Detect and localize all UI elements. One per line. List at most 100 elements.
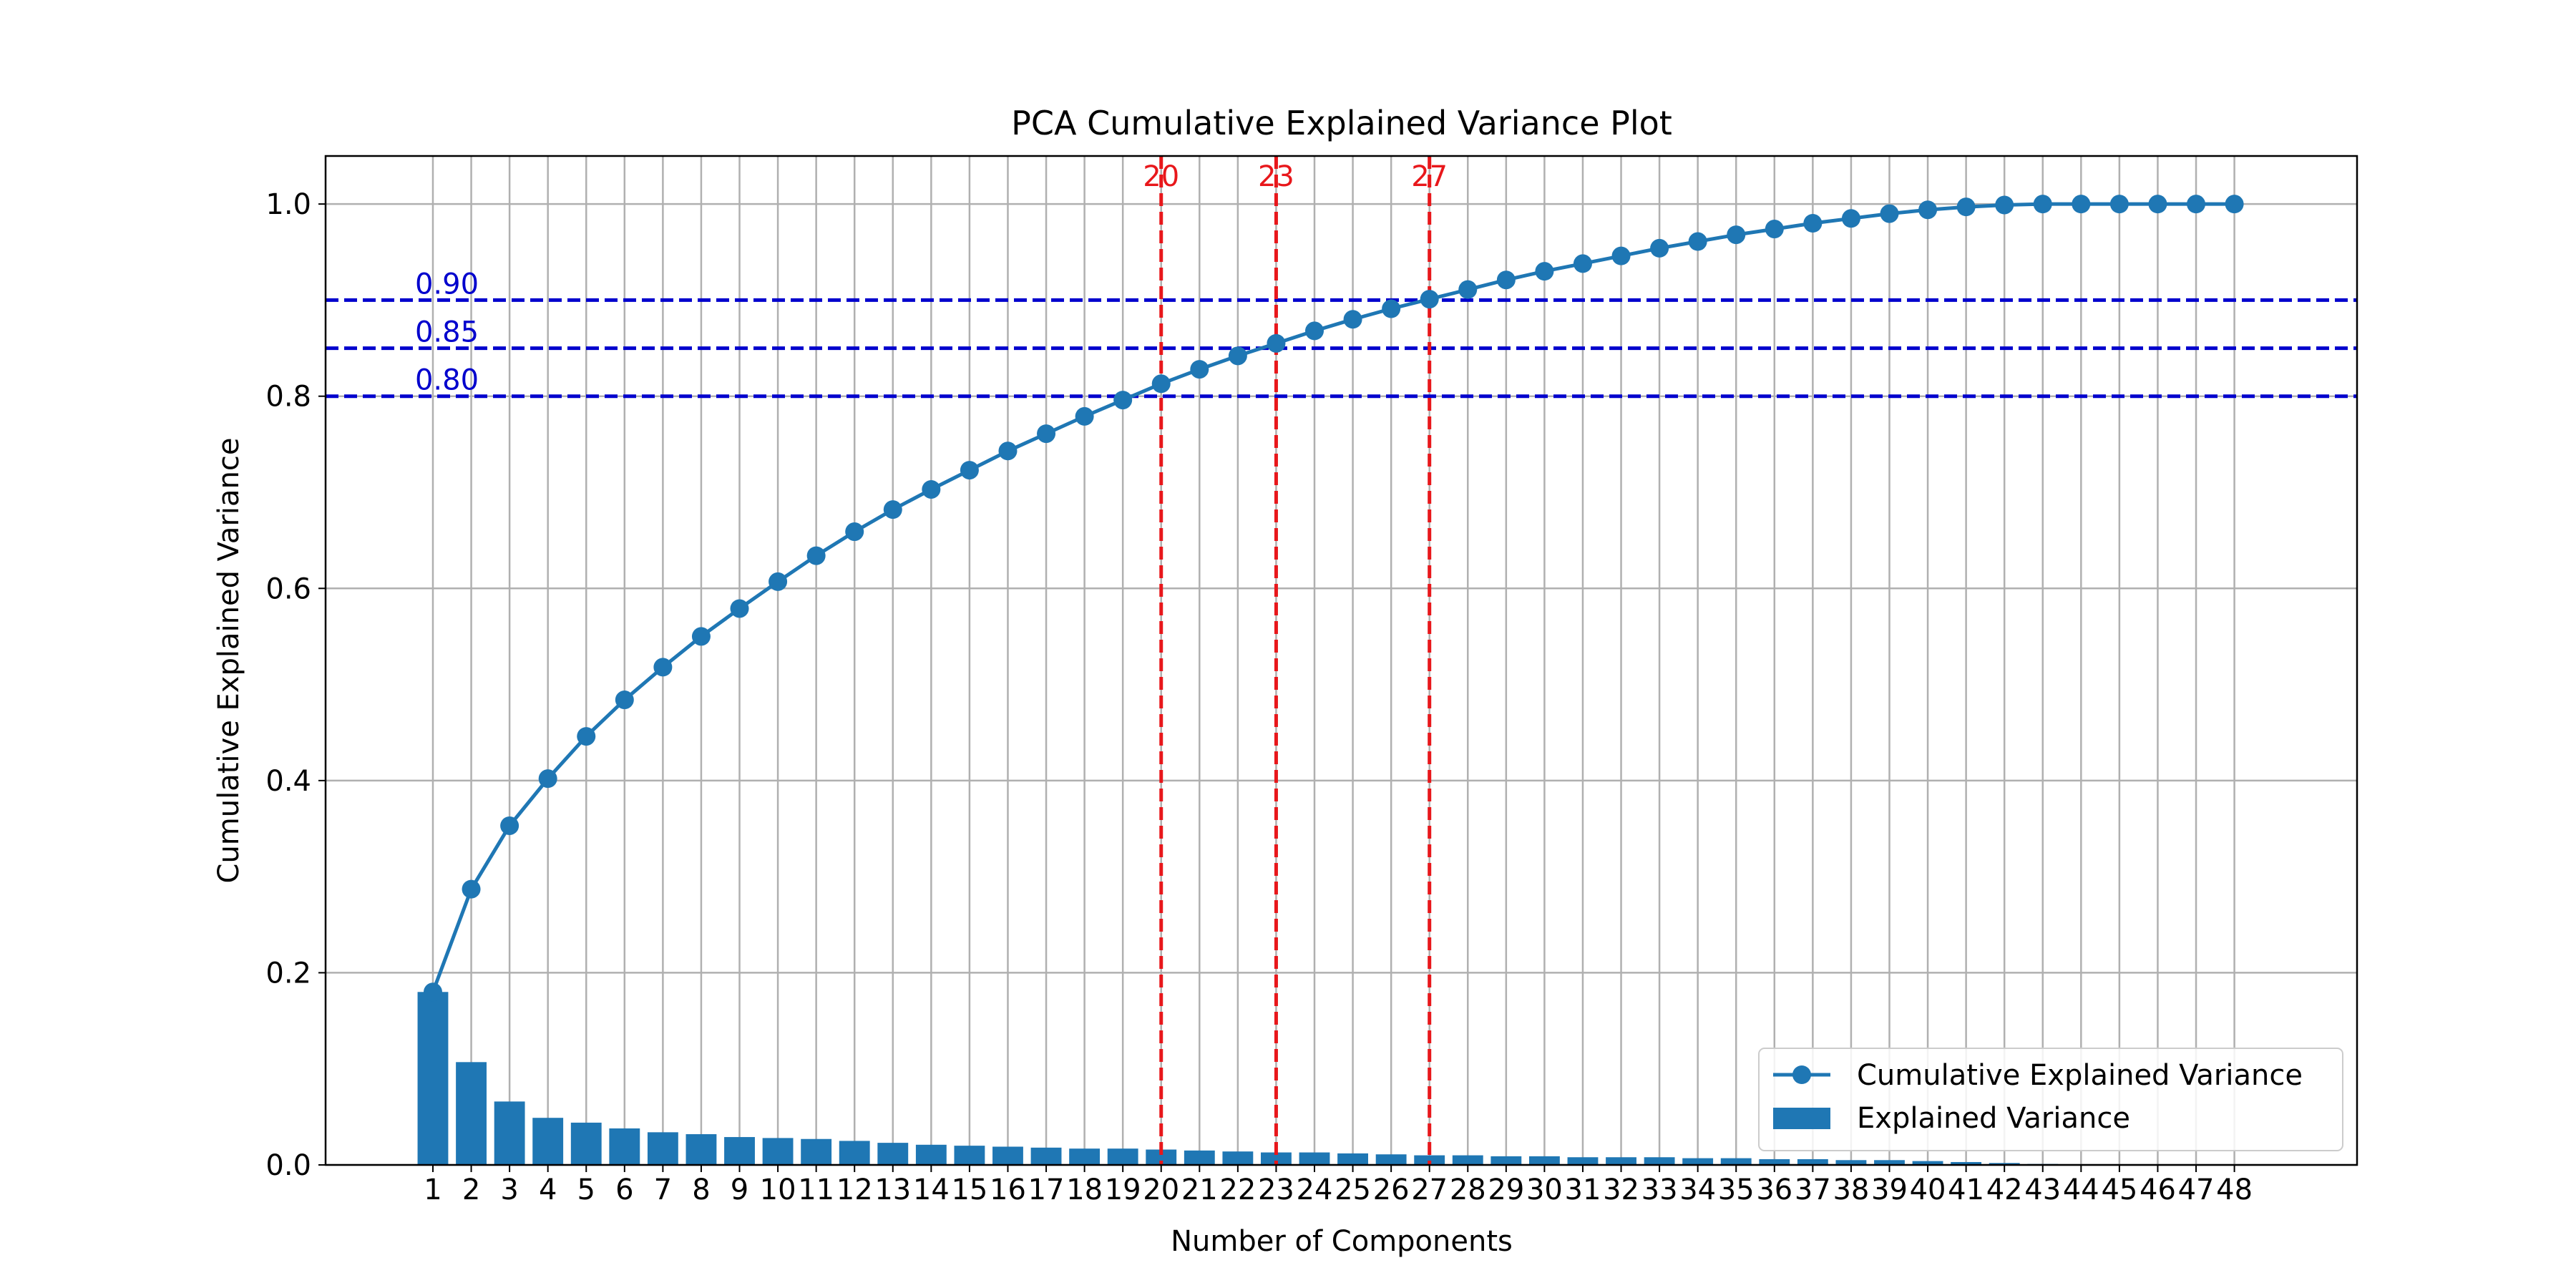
component-marker-lines: 20 23 27 [1143, 156, 1448, 1165]
x-tick-label: 21 [1181, 1174, 1218, 1206]
explained-variance-bar [1375, 1154, 1407, 1165]
explained-variance-bar [877, 1143, 909, 1165]
x-tick-label: 20 [1143, 1174, 1179, 1206]
explained-variance-bar [1452, 1155, 1483, 1165]
cumulative-variance-point [922, 479, 941, 499]
legend-marker-swatch [1792, 1065, 1811, 1084]
x-tick-label: 10 [760, 1174, 796, 1206]
chart-title: PCA Cumulative Explained Variance Plot [1011, 104, 1672, 142]
x-tick-label: 23 [1258, 1174, 1294, 1206]
explained-variance-bar [1606, 1157, 1636, 1165]
x-tick-label: 11 [798, 1174, 834, 1206]
explained-variance-bar [1989, 1163, 2020, 1165]
x-tick-label: 34 [1679, 1174, 1716, 1206]
x-tick-label: 2 [462, 1174, 480, 1206]
threshold-lines: 0.90 0.85 0.80 [326, 268, 2357, 399]
explained-variance-bar [992, 1146, 1023, 1165]
x-tick-label: 44 [2063, 1174, 2099, 1206]
cumulative-variance-point [1458, 280, 1478, 299]
y-axis-label: Cumulative Explained Variance [213, 438, 245, 884]
explained-variance-bar [1874, 1160, 1905, 1165]
x-tick-label: 8 [692, 1174, 710, 1206]
cumulative-variance-point [1650, 238, 1669, 258]
cumulative-variance-point [1727, 225, 1746, 245]
cumulative-variance-point [1420, 290, 1439, 309]
cumulative-variance-point [1267, 333, 1286, 353]
cumulative-variance-point [998, 441, 1018, 461]
cumulative-variance-point [806, 546, 826, 565]
explained-variance-bar [686, 1134, 717, 1165]
explained-variance-bar [1337, 1153, 1368, 1165]
cumulative-variance-point [615, 691, 634, 710]
cumulative-variance-point [1190, 360, 1209, 379]
cumulative-variance-point [1956, 197, 1976, 217]
explained-variance-bar [647, 1132, 678, 1165]
explained-variance-bar [1951, 1161, 1982, 1165]
x-tick-label: 28 [1450, 1174, 1486, 1206]
explained-variance-bar [1222, 1151, 1254, 1165]
explained-variance-bar [762, 1138, 794, 1165]
x-tick-label: 6 [615, 1174, 633, 1206]
cumulative-variance-point [883, 500, 902, 519]
x-tick-label: 9 [731, 1174, 748, 1206]
explained-variance-bar [1146, 1149, 1177, 1165]
x-tick-label: 15 [951, 1174, 987, 1206]
axis-ticks: 1 2 3 4 5 6 7 8 9 10 11 12 13 14 15 16 17 18 19 20 21 22 23 24 2… [265, 188, 2253, 1206]
x-tick-label: 37 [1795, 1174, 1831, 1206]
x-tick-label: 46 [2140, 1174, 2176, 1206]
cumulative-variance-point [423, 982, 442, 1002]
explained-variance-bar [1759, 1158, 1790, 1165]
legend-bar-swatch [1773, 1108, 1830, 1129]
x-tick-label: 41 [1948, 1174, 1984, 1206]
x-tick-label: 33 [1641, 1174, 1678, 1206]
y-tick-label: 0.8 [265, 381, 311, 414]
explained-variance-bar [1107, 1148, 1138, 1165]
cumulative-variance-point [1496, 270, 1516, 290]
x-tick-label: 19 [1105, 1174, 1141, 1206]
x-tick-label: 13 [874, 1174, 911, 1206]
cumulative-variance-point [1765, 220, 1784, 239]
explained-variance-bar [1797, 1158, 1828, 1165]
x-tick-label: 14 [913, 1174, 950, 1206]
cumulative-variance-point [2072, 195, 2091, 214]
cumulative-variance-point [500, 816, 519, 835]
cumulative-variance-point [1880, 204, 1899, 223]
component-marker-label: 27 [1411, 160, 1448, 193]
x-tick-label: 43 [2024, 1174, 2061, 1206]
cumulative-variance-point [845, 522, 864, 542]
x-tick-label: 3 [500, 1174, 518, 1206]
cumulative-variance-point [1995, 195, 2014, 215]
component-marker-label: 23 [1258, 160, 1294, 193]
x-tick-label: 47 [2178, 1174, 2215, 1206]
y-tick-label: 0.6 [265, 572, 311, 605]
explained-variance-bar [1069, 1148, 1101, 1165]
x-tick-label: 40 [1910, 1174, 1946, 1206]
explained-variance-bar [456, 1062, 487, 1165]
explained-variance-bars [417, 992, 2059, 1165]
x-tick-label: 1 [424, 1174, 441, 1206]
explained-variance-bar [954, 1146, 985, 1165]
cumulative-variance-point [1037, 424, 1056, 444]
x-tick-label: 35 [1718, 1174, 1755, 1206]
cumulative-variance-point [462, 879, 481, 899]
component-marker-label: 20 [1143, 160, 1179, 193]
x-axis-label: Number of Components [1171, 1225, 1513, 1258]
threshold-label: 0.90 [415, 268, 479, 301]
cumulative-variance-point [2148, 195, 2167, 214]
x-tick-label: 45 [2101, 1174, 2137, 1206]
x-tick-label: 48 [2216, 1174, 2253, 1206]
cumulative-variance-point [769, 572, 788, 591]
x-tick-label: 18 [1066, 1174, 1103, 1206]
cumulative-variance-point [538, 769, 557, 789]
cumulative-variance-point [1573, 254, 1592, 273]
explained-variance-bar [1720, 1158, 1752, 1165]
explained-variance-bar [839, 1141, 870, 1165]
explained-variance-bar [1030, 1147, 1062, 1165]
y-tick-label: 1.0 [265, 188, 311, 221]
x-tick-label: 32 [1603, 1174, 1639, 1206]
cumulative-variance-point [653, 658, 673, 677]
explained-variance-bar [1644, 1157, 1675, 1165]
x-tick-label: 31 [1565, 1174, 1601, 1206]
explained-variance-bar [1414, 1155, 1445, 1165]
